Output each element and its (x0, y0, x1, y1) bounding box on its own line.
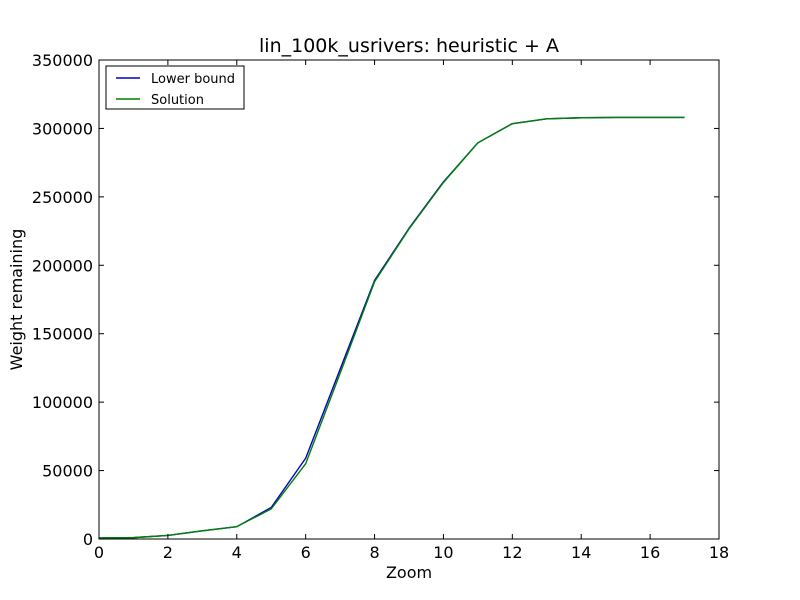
tick-layer: 0 2 4 6 8 10 12 14 16 18 0 50000 100000 150000 200000 2… (32, 51, 729, 562)
x-tick-label: 18 (709, 543, 729, 562)
x-tick-label: 12 (502, 543, 522, 562)
y-tick-label: 100000 (32, 393, 93, 412)
x-tick-label: 6 (301, 543, 311, 562)
x-tick-label: 2 (163, 543, 173, 562)
y-tick-label: 150000 (32, 325, 93, 344)
legend-label: Lower bound (151, 72, 235, 87)
plot-frame (98, 59, 720, 540)
y-tick-label: 300000 (32, 119, 93, 138)
series-line-solution (98, 116, 685, 539)
y-tick-label: 250000 (32, 188, 93, 207)
x-tick-label: 10 (433, 543, 453, 562)
x-tick-label: 16 (640, 543, 660, 562)
legend-box (105, 65, 245, 110)
x-tick-label: 4 (232, 543, 242, 562)
y-axis-label: Weight remaining (7, 229, 26, 371)
x-tick-label: 0 (94, 543, 104, 562)
legend: Lower bound Solution (105, 65, 245, 110)
x-tick-label: 14 (571, 543, 591, 562)
series-layer (98, 116, 685, 539)
x-axis-label: Zoom (386, 563, 432, 582)
y-tick-label: 50000 (42, 462, 93, 481)
x-tick-label: 8 (369, 543, 379, 562)
y-tick-label: 0 (83, 530, 93, 549)
y-tick-label: 350000 (32, 51, 93, 70)
chart-title: lin_100k_usrivers: heuristic + A (259, 35, 559, 57)
y-tick-label: 200000 (32, 256, 93, 275)
legend-label: Solution (151, 93, 204, 108)
